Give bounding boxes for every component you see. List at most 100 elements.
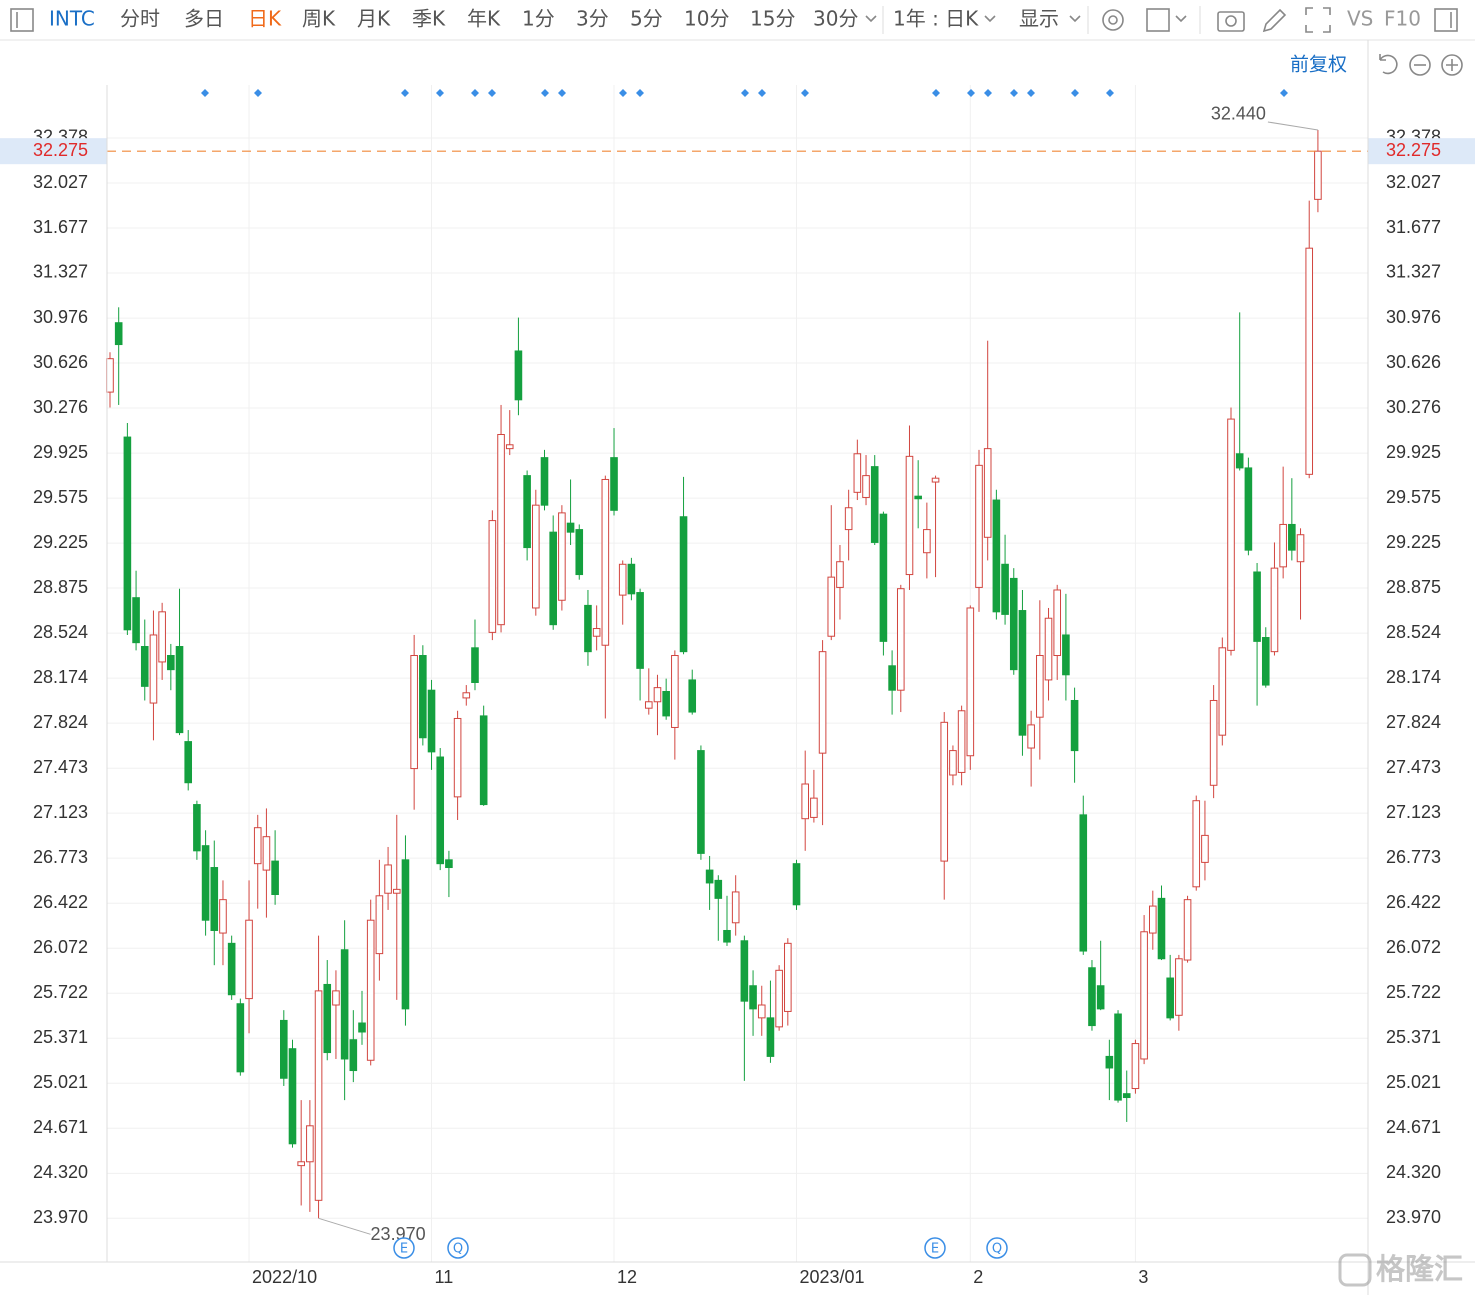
candle-body (332, 990, 340, 1006)
y-tick-label-right: 23.970 (1386, 1207, 1441, 1227)
icon-part (1108, 15, 1118, 25)
period-tab[interactable]: 3分 (576, 7, 609, 31)
candle-body (314, 990, 323, 1201)
box-icon[interactable] (1146, 8, 1170, 32)
candle-body (1279, 523, 1287, 568)
candle-body (1070, 699, 1079, 752)
period-tab[interactable]: 年K (467, 7, 501, 31)
candle-body (749, 985, 757, 1010)
period-tab[interactable]: 日K (248, 7, 282, 31)
range-select[interactable]: 1年 : 日K (893, 7, 979, 31)
candle-body (505, 444, 514, 450)
candle-body (688, 679, 697, 713)
candle-body (923, 529, 931, 554)
y-tick-label: 26.773 (33, 847, 88, 867)
candle-body (175, 646, 184, 734)
y-tick-label: 32.027 (33, 172, 88, 192)
period-tab[interactable]: 10分 (684, 7, 729, 31)
candle-body (271, 860, 279, 896)
undo-icon[interactable] (1379, 54, 1398, 75)
candle-body (1088, 967, 1096, 1027)
y-tick-label: 26.072 (33, 937, 88, 957)
event-icon[interactable] (986, 1237, 1008, 1259)
watermark: 格隆汇 (1338, 1252, 1463, 1287)
candle-body (601, 478, 610, 646)
f10-button[interactable]: F10 (1384, 7, 1421, 31)
event-icon[interactable] (924, 1237, 946, 1259)
annotation-leader (318, 1217, 371, 1235)
period-tab[interactable]: 分时 (120, 7, 160, 31)
y-tick-label: 30.276 (33, 397, 88, 417)
adjust-select[interactable]: 前复权 (1290, 54, 1347, 76)
candle-body (697, 750, 705, 854)
candle-body (1036, 655, 1044, 718)
period-tab[interactable]: 多日 (184, 7, 224, 31)
candle-body (210, 867, 219, 931)
event-markers (201, 89, 1288, 97)
candle-body (549, 531, 557, 626)
candle-body (227, 942, 236, 996)
event-diamond[interactable] (201, 89, 1288, 97)
y-tick-label: 27.473 (33, 757, 88, 777)
event-icon[interactable] (393, 1237, 415, 1259)
symbol[interactable]: INTC (49, 7, 95, 31)
candle-body (714, 879, 723, 899)
chevron (984, 15, 996, 23)
period-tab[interactable]: 5分 (630, 7, 663, 31)
candle-body (149, 634, 158, 704)
candle-body (245, 919, 253, 1000)
draw-icon[interactable] (1262, 8, 1287, 33)
y-tick-label: 31.677 (33, 217, 88, 237)
period-tab[interactable]: 季K (412, 7, 446, 31)
settings-icon[interactable] (1102, 9, 1124, 31)
period-tab[interactable]: 周K (302, 7, 336, 31)
y-tick-label: 26.422 (33, 892, 88, 912)
x-tick-label: 2 (973, 1267, 983, 1287)
candle-body (436, 756, 445, 865)
camera-icon[interactable] (1217, 11, 1245, 32)
candle-body (896, 588, 905, 691)
candle-body (862, 475, 870, 498)
fullscreen-icon[interactable] (1305, 7, 1331, 33)
candle-body (705, 869, 714, 884)
plot-area: 23.970 23.970 24.320 24.320 24.671 24.671 25.0… (0, 85, 1475, 1287)
period-tab[interactable]: 1分 (522, 7, 555, 31)
candle-body (1096, 985, 1105, 1010)
y-tick-label-right: 24.320 (1386, 1162, 1441, 1182)
candle-body (366, 919, 375, 1061)
panel-toggle[interactable] (1434, 8, 1458, 32)
candle-body (236, 1003, 245, 1073)
zoom-in[interactable] (1441, 54, 1463, 76)
candle-body (914, 495, 922, 500)
last-price-label-right: 32.275 (1386, 140, 1441, 160)
sidebar-toggle[interactable] (10, 8, 34, 32)
candle-body (1105, 1055, 1114, 1069)
event-icon[interactable] (447, 1237, 469, 1259)
period-tab[interactable]: 月K (357, 7, 391, 31)
event-icon-label: E (931, 1242, 939, 1257)
candle-body (1114, 1013, 1122, 1101)
candle-body (427, 689, 436, 753)
y-tick-label: 25.722 (33, 982, 88, 1002)
vs-button[interactable]: VS (1347, 7, 1373, 31)
candle-body (1209, 699, 1218, 786)
candle-body (1253, 571, 1261, 642)
period-tab[interactable]: 15分 (750, 7, 795, 31)
display-select[interactable]: 显示 (1019, 7, 1059, 31)
candle-body (1157, 897, 1166, 960)
candle-body (471, 647, 479, 683)
candle-body (140, 646, 149, 687)
y-tick-label: 25.371 (33, 1027, 88, 1047)
candle-body (1288, 523, 1296, 551)
candle-body (1175, 958, 1183, 1016)
icon-part (1225, 15, 1237, 27)
candle-body (262, 836, 271, 871)
candle-body (323, 983, 332, 1054)
y-tick-label: 23.970 (33, 1207, 88, 1227)
period-tab[interactable]: 30分 (813, 7, 858, 31)
zoom-out[interactable] (1409, 54, 1431, 76)
last-price-label: 32.275 (33, 140, 88, 160)
y-tick-label-right: 29.575 (1386, 487, 1441, 507)
